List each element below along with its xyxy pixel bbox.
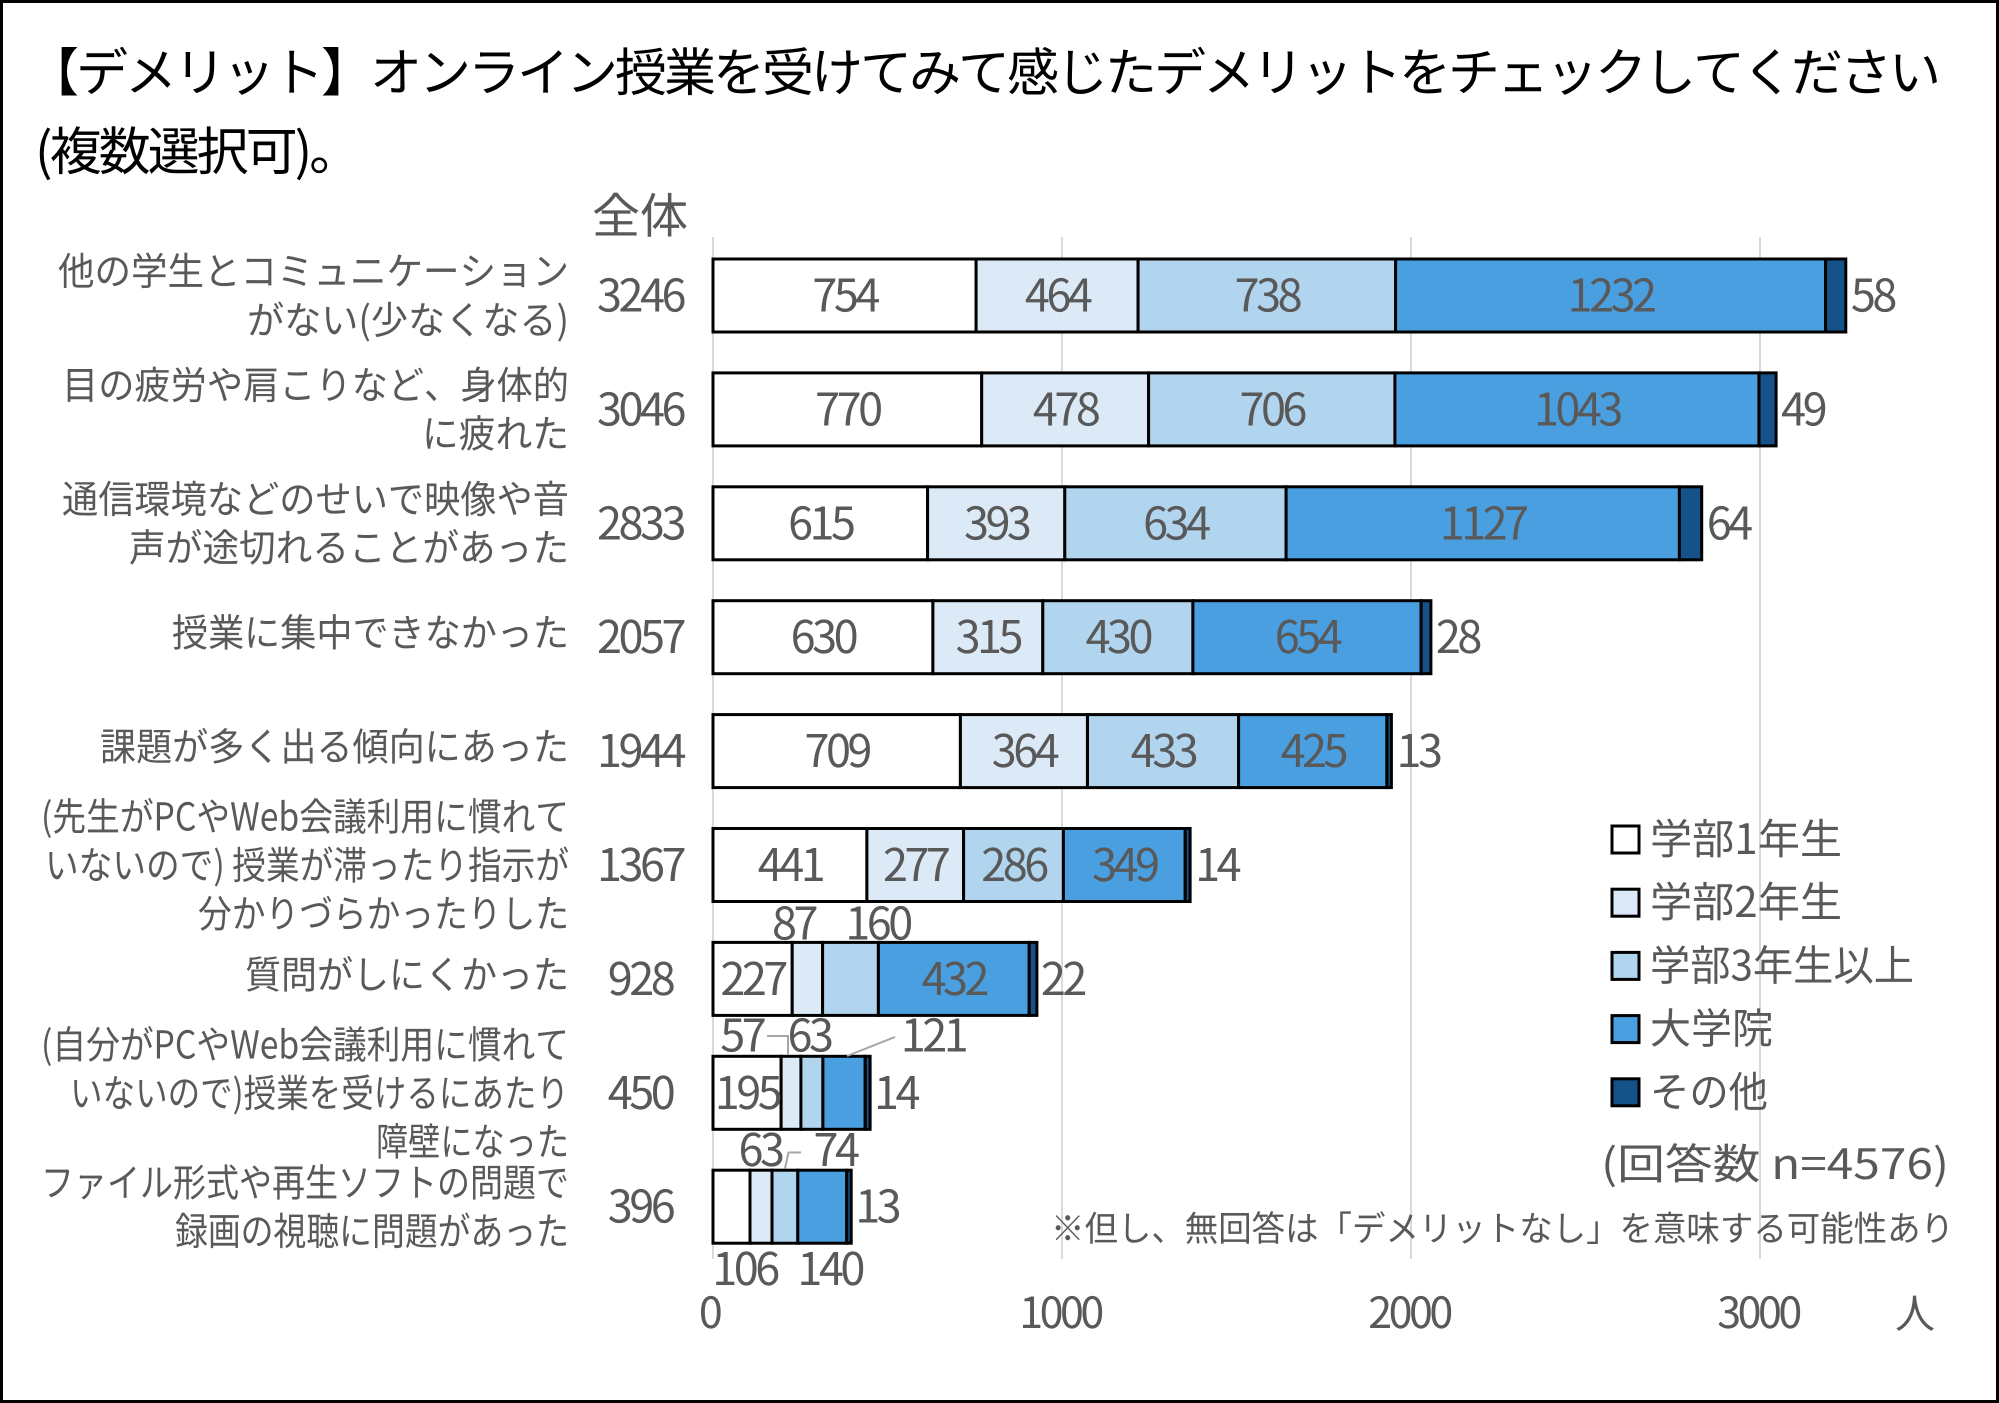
svg-text:13: 13 <box>1397 715 1441 780</box>
svg-text:(自分がPCやWeb会議利用に慣れて: (自分がPCやWeb会議利用に慣れて <box>41 1014 569 1070</box>
svg-text:277: 277 <box>883 829 949 894</box>
svg-text:2000: 2000 <box>1368 1279 1451 1341</box>
svg-text:障壁になった: 障壁になった <box>376 1111 569 1167</box>
svg-text:464: 464 <box>1025 260 1092 325</box>
svg-text:63: 63 <box>739 1114 783 1179</box>
svg-text:286: 286 <box>981 829 1048 894</box>
svg-text:433: 433 <box>1131 715 1197 780</box>
svg-text:3046: 3046 <box>597 373 685 438</box>
svg-text:14: 14 <box>874 1057 919 1122</box>
svg-text:録画の視聴に問題があった: 録画の視聴に問題があった <box>175 1201 569 1257</box>
svg-text:学部1年生: 学部1年生 <box>1650 806 1842 867</box>
svg-text:14: 14 <box>1195 829 1240 894</box>
svg-text:349: 349 <box>1092 829 1158 894</box>
svg-text:928: 928 <box>608 943 674 1008</box>
svg-text:声が途切れることがあった: 声が途切れることがあった <box>129 518 569 574</box>
svg-text:(回答数 n=4576): (回答数 n=4576) <box>1601 1131 1949 1192</box>
svg-text:授業に集中できなかった: 授業に集中できなかった <box>172 603 569 659</box>
svg-text:58: 58 <box>1851 260 1895 325</box>
svg-text:738: 738 <box>1235 260 1301 325</box>
svg-text:1232: 1232 <box>1568 260 1655 325</box>
svg-text:(先生がPCやWeb会議利用に慣れて: (先生がPCやWeb会議利用に慣れて <box>41 787 569 843</box>
svg-text:他の学生とコミュニケーション: 他の学生とコミュニケーション <box>58 241 569 297</box>
svg-text:1127: 1127 <box>1440 487 1527 552</box>
svg-text:1043: 1043 <box>1534 373 1621 438</box>
svg-text:【デメリット】オンライン授業を受けてみて感じたデメリットをチ: 【デメリット】オンライン授業を受けてみて感じたデメリットをチェックしてください <box>27 31 1938 106</box>
svg-text:大学院: 大学院 <box>1650 996 1773 1057</box>
svg-text:人: 人 <box>1895 1282 1935 1340</box>
svg-text:学部3年生以上: 学部3年生以上 <box>1650 932 1914 993</box>
svg-text:0: 0 <box>699 1279 721 1341</box>
svg-text:615: 615 <box>788 487 854 552</box>
svg-text:28: 28 <box>1436 601 1480 666</box>
svg-text:※但し、無回答は「デメリットなし」を意味する可能性あり: ※但し、無回答は「デメリットなし」を意味する可能性あり <box>1051 1201 1954 1252</box>
svg-text:654: 654 <box>1275 601 1342 666</box>
svg-text:195: 195 <box>715 1057 781 1122</box>
svg-text:13: 13 <box>855 1171 899 1236</box>
svg-text:22: 22 <box>1041 943 1085 1008</box>
svg-text:450: 450 <box>608 1057 674 1122</box>
svg-text:分かりづらかったりした: 分かりづらかったりした <box>198 884 569 940</box>
svg-text:227: 227 <box>720 943 786 1008</box>
svg-text:770: 770 <box>815 373 881 438</box>
svg-text:634: 634 <box>1143 487 1210 552</box>
svg-text:754: 754 <box>812 260 879 325</box>
svg-text:393: 393 <box>964 487 1030 552</box>
svg-text:441: 441 <box>758 829 824 894</box>
svg-text:3246: 3246 <box>597 260 685 325</box>
svg-text:がない(少なくなる): がない(少なくなる) <box>247 290 569 346</box>
svg-text:1367: 1367 <box>597 829 684 894</box>
svg-text:63: 63 <box>788 999 832 1064</box>
svg-text:課題が多く出る傾向にあった: 課題が多く出る傾向にあった <box>100 717 569 773</box>
svg-text:学部2年生: 学部2年生 <box>1650 869 1842 930</box>
svg-text:432: 432 <box>922 943 988 1008</box>
svg-text:160: 160 <box>845 887 911 952</box>
svg-text:目の疲労や肩こりなど、身体的: 目の疲労や肩こりなど、身体的 <box>62 355 569 411</box>
svg-text:709: 709 <box>804 715 870 780</box>
svg-text:その他: その他 <box>1650 1059 1768 1120</box>
svg-text:いないので) 授業が滞ったり指示が: いないので) 授業が滞ったり指示が <box>45 835 569 891</box>
svg-text:質問がしにくかった: 質問がしにくかった <box>245 944 569 1000</box>
svg-text:64: 64 <box>1707 487 1752 552</box>
svg-text:全体: 全体 <box>592 177 688 247</box>
svg-text:ファイル形式や再生ソフトの問題で: ファイル形式や再生ソフトの問題で <box>41 1153 569 1209</box>
svg-text:(複数選択可)。: (複数選択可)。 <box>35 110 358 185</box>
svg-text:430: 430 <box>1086 601 1152 666</box>
svg-text:2833: 2833 <box>597 487 684 552</box>
svg-text:に疲れた: に疲れた <box>422 404 569 460</box>
svg-text:87: 87 <box>772 887 816 952</box>
svg-text:364: 364 <box>992 715 1059 780</box>
svg-text:1000: 1000 <box>1019 1279 1102 1341</box>
svg-text:425: 425 <box>1281 715 1347 780</box>
svg-text:706: 706 <box>1239 373 1306 438</box>
svg-text:106: 106 <box>712 1233 779 1298</box>
svg-text:630: 630 <box>791 601 857 666</box>
svg-text:315: 315 <box>956 601 1022 666</box>
svg-text:140: 140 <box>797 1233 863 1298</box>
svg-text:74: 74 <box>814 1114 859 1179</box>
svg-text:通信環境などのせいで映像や音: 通信環境などのせいで映像や音 <box>62 469 569 525</box>
svg-text:いないので)授業を受けるにあたり: いないので)授業を受けるにあたり <box>70 1063 569 1119</box>
svg-text:1944: 1944 <box>597 715 685 780</box>
svg-text:3000: 3000 <box>1717 1279 1800 1341</box>
svg-text:396: 396 <box>608 1171 675 1236</box>
svg-text:121: 121 <box>901 999 967 1064</box>
svg-text:2057: 2057 <box>597 601 684 666</box>
svg-text:49: 49 <box>1781 373 1825 438</box>
svg-text:57: 57 <box>720 999 764 1064</box>
svg-text:478: 478 <box>1033 373 1099 438</box>
